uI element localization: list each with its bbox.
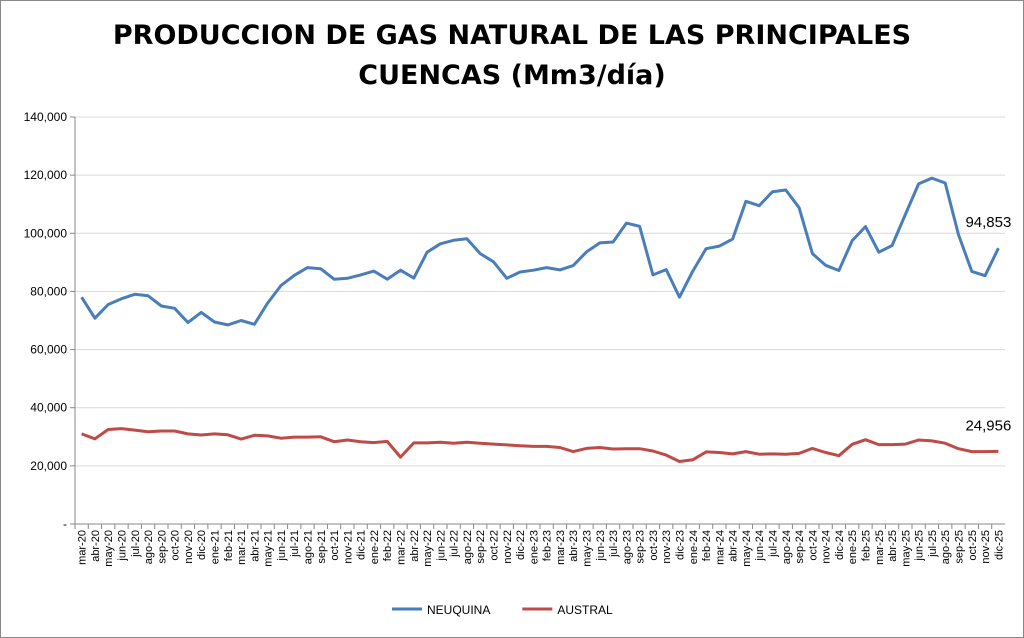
x-tick-label: ago-23 bbox=[621, 530, 633, 564]
x-tick-label: mar-23 bbox=[555, 530, 567, 565]
x-tick-label: nov-22 bbox=[502, 530, 514, 564]
x-tick-label: oct-24 bbox=[807, 530, 819, 561]
x-tick-label: ene-22 bbox=[369, 530, 381, 564]
y-tick-label: 40,000 bbox=[30, 401, 67, 415]
x-tick-label: mar-22 bbox=[396, 530, 408, 565]
x-tick-label: ene-21 bbox=[210, 530, 222, 564]
chart-title: PRODUCCION DE GAS NATURAL DE LAS PRINCIP… bbox=[113, 20, 911, 51]
x-tick-label: jul-22 bbox=[449, 530, 461, 558]
x-tick-label: feb-24 bbox=[701, 530, 713, 561]
x-tick-label: jun-25 bbox=[914, 530, 926, 562]
x-tick-label: oct-25 bbox=[967, 530, 979, 561]
x-tick-label: abr-24 bbox=[728, 530, 740, 562]
x-tick-label: jul-21 bbox=[289, 530, 301, 558]
x-tick-label: ene-23 bbox=[528, 530, 540, 564]
x-tick-label: nov-23 bbox=[661, 530, 673, 564]
chart-title: CUENCAS (Mm3/día) bbox=[358, 60, 665, 91]
x-tick-label: may-22 bbox=[422, 530, 434, 567]
x-tick-label: nov-21 bbox=[342, 530, 354, 564]
x-tick-label: abr-23 bbox=[568, 530, 580, 562]
x-tick-label: feb-22 bbox=[382, 530, 394, 561]
y-tick-label: - bbox=[63, 517, 67, 531]
x-tick-label: abr-25 bbox=[887, 530, 899, 562]
x-tick-label: jul-20 bbox=[130, 530, 142, 558]
x-tick-label: dic-20 bbox=[196, 530, 208, 560]
x-tick-label: jul-23 bbox=[608, 530, 620, 558]
x-tick-label: nov-25 bbox=[980, 530, 992, 564]
x-tick-label: nov-20 bbox=[183, 530, 195, 564]
x-tick-label: ago-21 bbox=[303, 530, 315, 564]
x-tick-label: oct-22 bbox=[489, 530, 501, 561]
x-tick-label: feb-25 bbox=[861, 530, 873, 561]
y-tick-label: 120,000 bbox=[24, 168, 68, 182]
x-tick-label: sep-24 bbox=[794, 530, 806, 564]
x-tick-label: mar-20 bbox=[77, 530, 89, 565]
legend-label: AUSTRAL bbox=[557, 603, 613, 617]
x-tick-label: jun-22 bbox=[435, 530, 447, 562]
series-line bbox=[80, 176, 1000, 327]
y-tick-label: 60,000 bbox=[30, 343, 67, 357]
x-tick-label: may-21 bbox=[263, 530, 275, 567]
x-tick-label: ago-20 bbox=[143, 530, 155, 564]
x-tick-label: ago-22 bbox=[462, 530, 474, 564]
x-tick-label: sep-22 bbox=[475, 530, 487, 564]
x-tick-label: feb-21 bbox=[223, 530, 235, 561]
x-tick-label: oct-23 bbox=[648, 530, 660, 561]
x-tick-label: dic-24 bbox=[834, 530, 846, 560]
y-tick-label: 140,000 bbox=[24, 110, 68, 124]
x-tick-label: nov-24 bbox=[821, 530, 833, 564]
x-tick-label: jun-23 bbox=[595, 530, 607, 562]
x-tick-label: dic-21 bbox=[356, 530, 368, 560]
x-tick-label: jun-21 bbox=[276, 530, 288, 562]
x-tick-label: ene-25 bbox=[847, 530, 859, 564]
x-tick-label: dic-22 bbox=[515, 530, 527, 560]
x-tick-label: may-20 bbox=[103, 530, 115, 567]
y-tick-label: 100,000 bbox=[24, 226, 68, 240]
x-tick-label: abr-20 bbox=[90, 530, 102, 562]
x-tick-label: ago-25 bbox=[940, 530, 952, 564]
y-tick-label: 20,000 bbox=[30, 459, 67, 473]
x-tick-label: sep-23 bbox=[635, 530, 647, 564]
x-tick-label: dic-23 bbox=[675, 530, 687, 560]
x-tick-label: ago-24 bbox=[781, 530, 793, 564]
legend-label: NEUQUINA bbox=[427, 603, 490, 617]
x-tick-label: jun-24 bbox=[754, 530, 766, 562]
x-tick-label: ene-24 bbox=[688, 530, 700, 564]
x-tick-label: oct-20 bbox=[170, 530, 182, 561]
x-tick-label: abr-22 bbox=[409, 530, 421, 562]
data-label: 94,853 bbox=[965, 214, 1011, 231]
x-tick-label: may-23 bbox=[582, 530, 594, 567]
x-tick-label: mar-24 bbox=[714, 530, 726, 565]
x-tick-label: jul-24 bbox=[768, 530, 780, 558]
x-tick-label: jul-25 bbox=[927, 530, 939, 558]
x-tick-label: may-25 bbox=[900, 530, 912, 567]
x-tick-label: sep-21 bbox=[316, 530, 328, 564]
x-tick-label: mar-21 bbox=[236, 530, 248, 565]
x-tick-label: oct-21 bbox=[329, 530, 341, 561]
x-tick-label: feb-23 bbox=[542, 530, 554, 561]
x-tick-label: sep-25 bbox=[954, 530, 966, 564]
series-line bbox=[81, 427, 999, 463]
x-tick-label: dic-25 bbox=[993, 530, 1005, 560]
x-tick-label: may-24 bbox=[741, 530, 753, 567]
x-tick-label: abr-21 bbox=[249, 530, 261, 562]
x-tick-label: mar-25 bbox=[874, 530, 886, 565]
x-tick-label: jun-20 bbox=[117, 530, 129, 562]
y-tick-label: 80,000 bbox=[30, 284, 67, 298]
x-tick-label: sep-20 bbox=[156, 530, 168, 564]
data-label: 24,956 bbox=[965, 417, 1011, 434]
